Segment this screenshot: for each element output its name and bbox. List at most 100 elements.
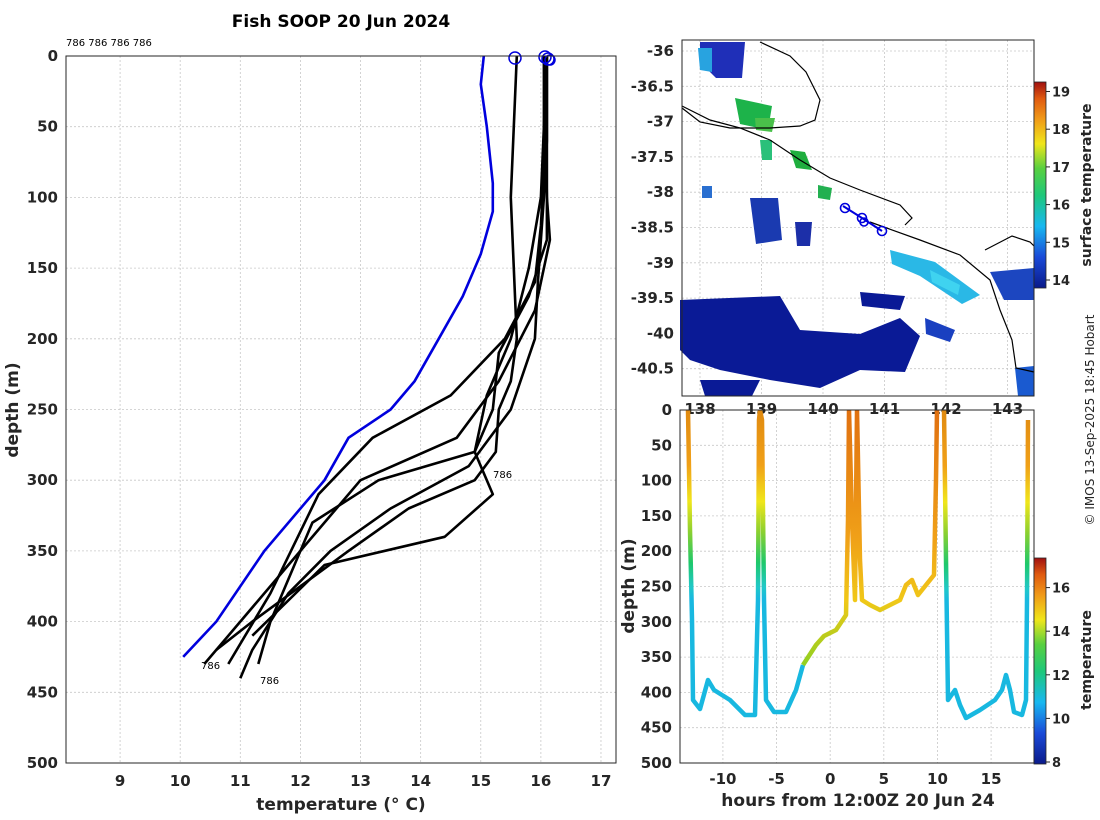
sst-patch (925, 318, 955, 342)
time-y-tick-label: 250 (641, 578, 672, 596)
lat-tick-label: -37 (647, 113, 674, 131)
time-x-tick-label: 15 (981, 770, 1002, 788)
lon-tick-label: 141 (869, 400, 900, 418)
sst-patch (760, 140, 772, 160)
sst-patches (680, 42, 1034, 396)
lat-tick-label: -39 (647, 254, 674, 272)
profile-grid (66, 55, 616, 764)
trace-segment (685, 410, 806, 718)
time-y-tick-label: 0 (662, 401, 672, 419)
x-tick-label: 13 (350, 772, 371, 790)
y-tick-label: 250 (27, 401, 58, 419)
lon-tick-label: 140 (807, 400, 838, 418)
colorbar-tick-label: 8 (1052, 756, 1061, 771)
lat-tick-label: -37.5 (631, 148, 674, 166)
y-tick-label: 0 (48, 47, 58, 65)
profile-lines (182, 55, 552, 679)
climatology-line (182, 55, 495, 658)
map-ticks: -36 -36.5 -37 -37.5 -38 -38.5 -39 -39.5 -40 -40.5… (631, 42, 1023, 418)
time-depth-trace (685, 410, 1031, 721)
x-axis-label: temperature (° C) (256, 795, 425, 815)
time-y-tick-label: 350 (641, 648, 672, 666)
sst-patch (795, 222, 812, 246)
profile-label: 786 (201, 661, 220, 672)
colorbar-tick-label: 17 (1052, 161, 1070, 176)
coastline-east (984, 235, 1035, 251)
surface-marker (508, 51, 522, 65)
profile-plot: Fish SOOP 20 Jun 2024 786 786 786 786 78… (3, 12, 617, 815)
sst-patch (860, 292, 905, 310)
coastline-central (681, 105, 913, 226)
coastline-south (869, 221, 1035, 373)
lon-tick-label: 138 (684, 400, 715, 418)
track-marker (839, 202, 851, 214)
profile-label: 786 (260, 676, 279, 687)
y-axis-label: depth (m) (3, 362, 23, 457)
cast-line (257, 56, 549, 665)
profile-axes-frame (65, 55, 617, 764)
y-tick-label: 500 (27, 754, 58, 772)
time-x-tick-label: 10 (927, 770, 948, 788)
colorbar-tick-label: 16 (1052, 199, 1070, 214)
lat-tick-label: -39.5 (631, 289, 674, 307)
sst-patch (930, 270, 960, 295)
time-y-tick-label: 450 (641, 719, 672, 737)
y-tick-label: 200 (27, 330, 58, 348)
cast-line (215, 55, 519, 651)
sst-patch (750, 198, 782, 244)
time-x-tick-label: 5 (879, 770, 889, 788)
time-depth-ticks: -10 -5 0 5 10 1505010015020025030035040045050… (641, 401, 1002, 788)
x-tick-label: 12 (290, 772, 311, 790)
lat-tick-label: -38.5 (631, 219, 674, 237)
colorbar-tick-label: 14 (1052, 625, 1070, 640)
surface-marker (544, 54, 556, 66)
profile-label: 786 (493, 470, 512, 481)
time-y-axis-label: depth (m) (619, 538, 639, 633)
lat-tick-label: -38 (647, 183, 674, 201)
cast-line (227, 56, 546, 665)
time-depth-plot: -10 -5 0 5 10 1505010015020025030035040045050… (619, 401, 1095, 811)
x-tick-label: 11 (230, 772, 251, 790)
trace-segment (941, 410, 1031, 721)
map-colorbar-label: surface temperature (1079, 103, 1095, 266)
y-tick-label: 450 (27, 683, 58, 701)
sst-patch (702, 186, 712, 198)
x-tick-label: 10 (170, 772, 191, 790)
x-tick-label: 15 (470, 772, 491, 790)
time-y-tick-label: 50 (651, 436, 672, 454)
colorbar-tick-label: 19 (1052, 86, 1070, 101)
lat-tick-label: -40 (647, 324, 674, 342)
colorbar-tick-label: 18 (1052, 123, 1070, 138)
surface-marker (538, 50, 552, 64)
sst-patch (818, 185, 832, 200)
top-annotation: 786 786 786 786 (66, 38, 152, 49)
chart-title: Fish SOOP 20 Jun 2024 (232, 12, 451, 32)
lat-tick-label: -36 (647, 42, 674, 60)
colorbar-tick-label: 15 (1052, 236, 1070, 251)
temp-colorbar-label: temperature (1079, 610, 1095, 710)
time-x-tick-label: -10 (709, 770, 736, 788)
map-plot: -36 -36.5 -37 -37.5 -38 -38.5 -39 -39.5 -40 -40.5… (631, 39, 1095, 418)
lat-tick-label: -36.5 (631, 77, 674, 95)
map-colorbar-ticks: 14 15 16 17 18 19 (1046, 86, 1070, 289)
y-tick-label: 150 (27, 259, 58, 277)
time-y-tick-label: 400 (641, 683, 672, 701)
temp-colorbar: 8 10 12 14 16 temperature (1033, 557, 1095, 771)
surface-markers (508, 50, 556, 66)
lon-tick-label: 143 (992, 400, 1023, 418)
coastline-north (681, 41, 821, 129)
time-x-tick-label: -5 (768, 770, 785, 788)
colorbar-tick-label: 16 (1052, 582, 1070, 597)
x-tick-label: 16 (530, 772, 551, 790)
y-tick-label: 300 (27, 471, 58, 489)
lon-tick-label: 139 (746, 400, 777, 418)
colorbar-tick-label: 14 (1052, 274, 1070, 289)
y-tick-label: 350 (27, 542, 58, 560)
track-marker (859, 217, 869, 227)
profile-ticks: 9 10 11 12 13 14 15 16 17 0 50 100 150 200 250 300 350 40… (27, 47, 612, 790)
map-colorbar-gradient (1033, 81, 1047, 289)
track-marker (876, 225, 888, 237)
x-tick-label: 14 (410, 772, 431, 790)
y-tick-label: 50 (37, 118, 58, 136)
lat-tick-label: -40.5 (631, 360, 674, 378)
